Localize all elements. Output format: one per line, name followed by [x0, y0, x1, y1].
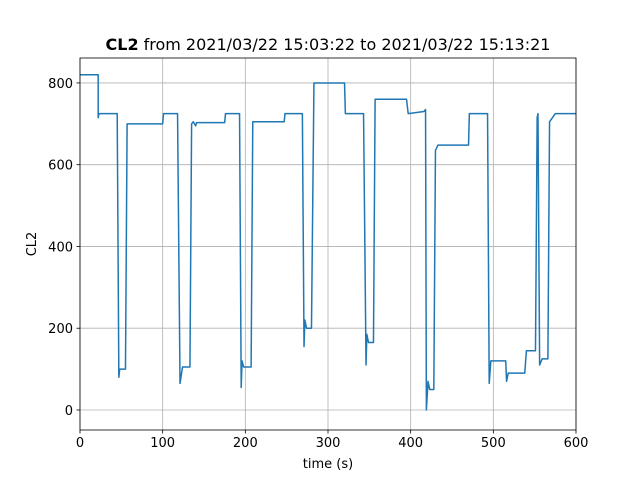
x-tick-label: 600 — [564, 436, 589, 451]
x-tick-label: 100 — [150, 436, 175, 451]
y-axis-label: CL2 — [25, 232, 40, 257]
chart-title: CL2 from 2021/03/22 15:03:22 to 2021/03/2… — [106, 35, 551, 54]
y-tick-label: 600 — [48, 159, 73, 174]
y-tick-label: 400 — [48, 240, 73, 255]
x-tick-label: 500 — [481, 436, 506, 451]
x-tick-label: 300 — [316, 436, 341, 451]
x-axis-label: time (s) — [303, 457, 353, 472]
y-tick-label: 200 — [48, 322, 73, 337]
y-tick-label: 0 — [65, 404, 73, 419]
data-line — [80, 74, 576, 411]
x-tick-label: 400 — [398, 436, 423, 451]
title-rest: from 2021/03/22 15:03:22 to 2021/03/22 1… — [144, 35, 551, 54]
y-tick-label: 800 — [48, 77, 73, 92]
title-bold: CL2 — [106, 35, 139, 54]
x-tick-label: 0 — [76, 436, 84, 451]
plot-frame — [79, 57, 577, 431]
x-tick-label: 200 — [233, 436, 258, 451]
